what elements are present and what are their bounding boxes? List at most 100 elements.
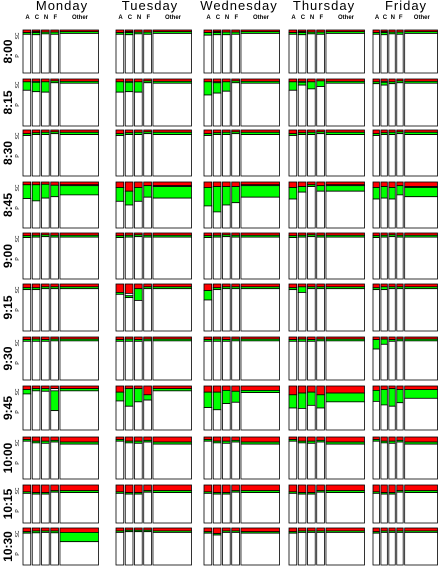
cell-green-segment: [380, 389, 388, 406]
cell-white-segment: [240, 288, 280, 332]
cell-white-segment: [212, 534, 222, 566]
cell-white-segment: [134, 401, 143, 431]
mosaic-cell: [143, 29, 152, 74]
cell-white-segment: [41, 236, 50, 280]
cell-green-segment: [288, 394, 298, 409]
cell-red-segment: [203, 527, 213, 533]
cell-white-segment: [212, 92, 222, 127]
mosaic-cell: [325, 78, 365, 127]
mosaic-cell: [404, 181, 438, 229]
cell-green-segment: [404, 187, 438, 198]
cell-red-segment: [152, 484, 192, 492]
cell-red-segment: [288, 484, 298, 493]
cell-white-segment: [124, 405, 134, 431]
cell-green-segment: [297, 186, 307, 193]
cell-red-segment: [143, 436, 152, 441]
cell-white-segment: [203, 340, 213, 381]
mosaic-cell: [143, 78, 152, 127]
cell-white-segment: [124, 442, 134, 480]
mosaic-cell: [41, 527, 50, 566]
cell-red-segment: [396, 181, 404, 187]
cell-red-segment: [396, 527, 404, 532]
mosaic-cell: [231, 78, 240, 127]
mosaic-cell: [143, 484, 152, 524]
cell-red-segment: [134, 283, 143, 290]
cell-white-segment: [50, 133, 59, 177]
cell-white-segment: [307, 88, 316, 127]
cell-red-segment: [396, 385, 404, 390]
mosaic-cell: [59, 527, 99, 566]
cell-white-segment: [325, 492, 365, 524]
cell-green-segment: [372, 339, 380, 350]
mosaic-cell: [231, 283, 240, 332]
mosaic-cell: [288, 336, 298, 381]
mosaic-cell: [22, 129, 32, 177]
cell-red-segment: [222, 78, 231, 83]
mosaic-cell: [50, 78, 59, 127]
cell-white-segment: [134, 300, 143, 332]
cell-red-segment: [372, 283, 380, 289]
mosaic-cell: [380, 129, 388, 177]
cell-white-segment: [59, 443, 99, 480]
mosaic-cell: [307, 336, 316, 381]
mosaic-cell: [50, 29, 59, 74]
mosaic-cell: [288, 29, 298, 74]
mosaic-cell: [124, 336, 134, 381]
cell-white-segment: [222, 340, 231, 381]
mosaic-cell: [124, 78, 134, 127]
row-axis-label-sc: SC: [15, 184, 21, 191]
mosaic-cells: [22, 29, 438, 566]
cell-red-segment: [22, 78, 32, 83]
cell-white-segment: [152, 492, 192, 524]
mosaic-cell: [325, 29, 365, 74]
cell-white-segment: [124, 34, 134, 74]
cell-white-segment: [288, 89, 298, 127]
row-axis-label-sc: SC: [15, 530, 21, 537]
cell-red-segment: [212, 129, 222, 134]
cell-red-segment: [115, 129, 125, 135]
cell-green-segment: [288, 81, 298, 91]
column-label: F: [234, 15, 238, 21]
row-axis-label-sc: SC: [15, 339, 21, 346]
cell-white-segment: [143, 33, 152, 74]
cell-white-segment: [307, 186, 316, 229]
mosaic-cell: [50, 336, 59, 381]
time-label: 10:00: [1, 442, 15, 473]
cell-white-segment: [115, 33, 125, 74]
mosaic-cell: [115, 129, 125, 177]
cell-red-segment: [203, 181, 213, 188]
cell-green-segment: [134, 81, 143, 93]
cell-white-segment: [388, 493, 396, 524]
mosaic-cell: [31, 527, 41, 566]
cell-white-segment: [22, 198, 32, 229]
mosaic-cell: [22, 29, 32, 74]
cell-white-segment: [380, 493, 388, 524]
cell-white-segment: [288, 198, 298, 229]
cell-white-segment: [41, 340, 50, 381]
cell-white-segment: [372, 33, 380, 74]
cell-red-segment: [297, 181, 307, 187]
mosaic-cell: [115, 29, 125, 74]
cell-red-segment: [380, 527, 388, 532]
mosaic-cell: [152, 527, 192, 566]
cell-white-segment: [325, 236, 365, 280]
mosaic-cell: [325, 283, 365, 332]
cell-red-segment: [115, 181, 125, 188]
cell-green-segment: [388, 388, 396, 407]
cell-green-segment: [396, 185, 404, 196]
cell-white-segment: [152, 33, 192, 74]
cell-red-segment: [134, 78, 143, 83]
cell-white-segment: [59, 82, 99, 127]
mosaic-cell: [124, 484, 134, 524]
mosaic-cell: [143, 129, 152, 177]
cell-red-segment: [31, 283, 41, 289]
cell-white-segment: [307, 134, 316, 177]
cell-white-segment: [115, 492, 125, 524]
cell-red-segment: [325, 181, 365, 186]
mosaic-cell: [388, 336, 396, 381]
mosaic-cell: [203, 181, 213, 229]
cell-red-segment: [124, 181, 134, 192]
cell-white-segment: [372, 135, 380, 177]
cell-white-segment: [124, 236, 134, 280]
cell-white-segment: [41, 288, 50, 332]
